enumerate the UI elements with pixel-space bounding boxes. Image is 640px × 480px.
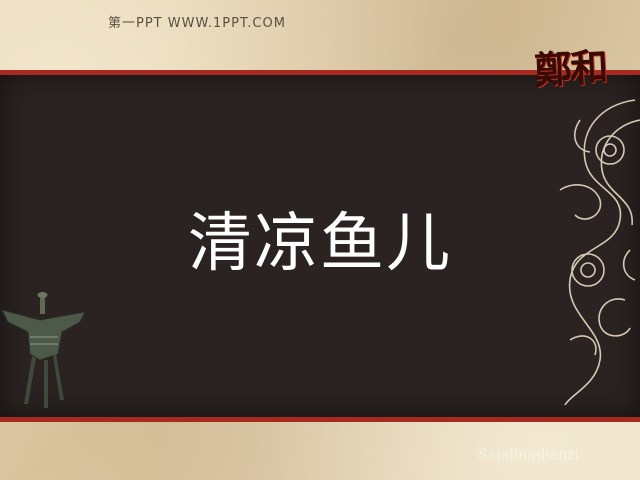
bottom-red-border bbox=[0, 417, 640, 422]
bronze-vessel-icon bbox=[1, 292, 86, 408]
slide-title: 清凉鱼儿 bbox=[188, 207, 452, 281]
watermark: Sandingdianzi bbox=[478, 447, 580, 463]
site-header: 第一PPT WWW.1PPT.COM bbox=[108, 16, 286, 31]
title-board bbox=[0, 75, 640, 417]
top-red-border bbox=[0, 70, 640, 75]
dragon-ornament-icon bbox=[559, 99, 640, 406]
